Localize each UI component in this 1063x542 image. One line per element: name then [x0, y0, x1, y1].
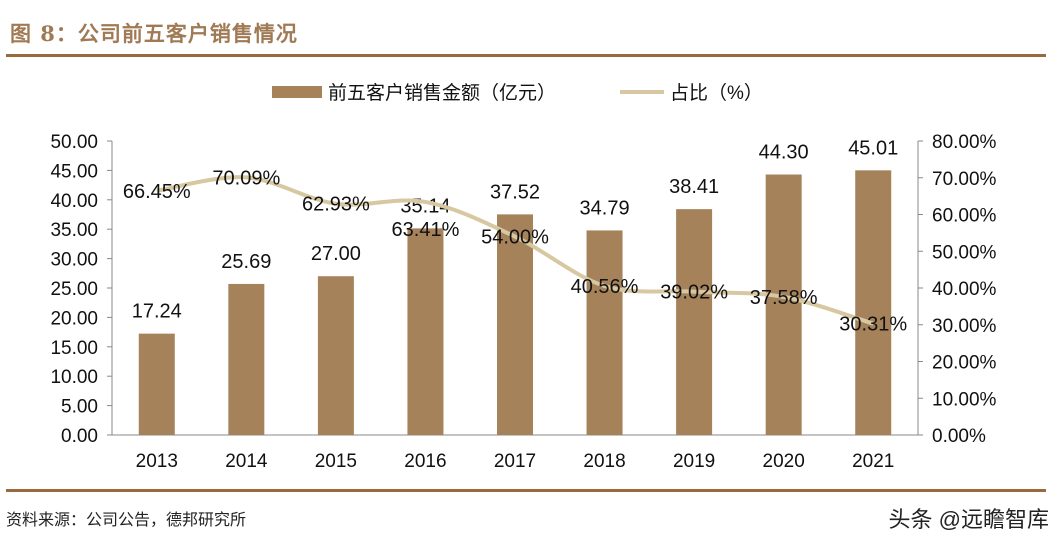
bar-value-label: 27.00	[311, 243, 361, 265]
x-tick-label: 2018	[583, 451, 625, 472]
legend-bar-label: 前五客户销售金额（亿元）	[328, 82, 556, 104]
line-value-label: 62.93%	[302, 194, 370, 216]
legend-bar-swatch	[272, 86, 322, 98]
right-tick-label: 50.00%	[932, 242, 997, 263]
left-tick-label: 15.00	[50, 338, 98, 359]
bar	[407, 228, 444, 435]
bar-value-label: 38.41	[669, 176, 719, 198]
left-tick-label: 25.00	[50, 279, 98, 300]
line-value-label: 54.00%	[481, 227, 549, 249]
left-tick-label: 10.00	[50, 367, 98, 388]
right-tick-label: 20.00%	[932, 353, 997, 374]
bar-value-label: 25.69	[221, 251, 271, 273]
x-tick-label: 2014	[225, 451, 268, 472]
bar	[855, 170, 892, 436]
line-value-label: 40.56%	[571, 276, 639, 298]
left-tick-label: 30.00	[50, 250, 98, 271]
right-tick-label: 40.00%	[932, 279, 997, 300]
share-line	[156, 175, 874, 326]
line-value-label: 66.45%	[123, 181, 191, 203]
x-tick-label: 2019	[673, 451, 715, 472]
line-value-label: 30.31%	[839, 314, 907, 336]
bar	[586, 230, 623, 435]
right-tick-label: 80.00%	[932, 132, 997, 153]
bar-value-label: 45.01	[848, 137, 898, 159]
right-tick-label: 60.00%	[932, 206, 997, 227]
x-tick-label: 2016	[404, 451, 446, 472]
left-tick-label: 50.00	[50, 132, 98, 153]
bottom-rule	[6, 489, 1046, 492]
bar-value-label: 17.24	[132, 301, 182, 323]
left-tick-label: 35.00	[50, 220, 98, 241]
line-value-label: 63.41%	[392, 219, 460, 241]
left-tick-label: 20.00	[50, 308, 98, 329]
legend-line-label: 占比（%）	[670, 82, 763, 104]
x-tick-label: 2017	[494, 451, 536, 472]
left-tick-label: 45.00	[50, 161, 98, 182]
bar	[497, 214, 533, 435]
left-tick-label: 40.00	[50, 191, 98, 212]
bar	[676, 209, 713, 435]
left-tick-label: 0.00	[61, 426, 98, 447]
right-tick-label: 30.00%	[932, 316, 997, 337]
x-tick-label: 2020	[763, 451, 805, 472]
right-tick-label: 0.00%	[932, 426, 986, 447]
bar	[765, 174, 802, 436]
bar	[228, 283, 265, 435]
bar-value-label: 44.30	[759, 142, 809, 164]
x-tick-label: 2021	[852, 451, 894, 472]
chart: 0.00 5.00 10.00 15.00 20.00 25.00 30.00 35.00 40…	[50, 82, 997, 472]
top-rule	[6, 54, 1046, 57]
source-note: 资料来源：公司公告，德邦研究所	[6, 510, 247, 529]
line-value-label: 37.58%	[750, 287, 818, 309]
bar-value-label: 34.79	[580, 197, 630, 219]
left-tick-label: 5.00	[61, 397, 98, 418]
line-value-label: 39.02%	[660, 282, 728, 304]
right-tick-label: 10.00%	[932, 389, 997, 410]
bar-value-label: 37.52	[490, 181, 540, 203]
line-value-label: 70.09%	[212, 167, 280, 189]
x-tick-label: 2015	[315, 451, 357, 472]
right-tick-label: 70.00%	[932, 169, 997, 190]
watermark: 头条 @远瞻智库	[888, 507, 1049, 532]
x-tick-label: 2013	[136, 451, 178, 472]
figure-title: 图 8：公司前五客户销售情况	[10, 21, 298, 46]
bar	[138, 333, 175, 435]
bar	[317, 276, 354, 435]
